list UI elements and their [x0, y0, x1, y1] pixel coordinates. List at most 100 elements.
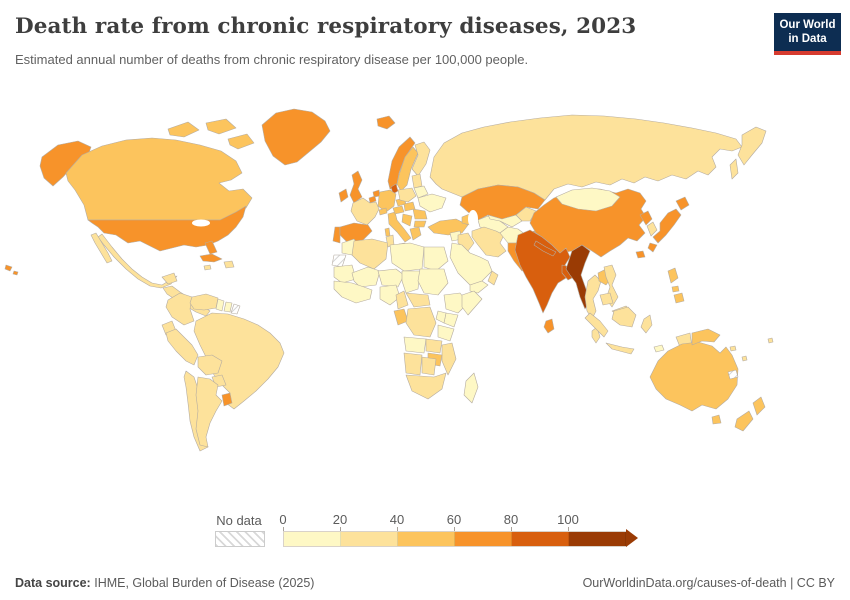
- country-argentina[interactable]: [195, 376, 223, 448]
- country-canada[interactable]: [65, 137, 253, 221]
- country-mexico-yucatan[interactable]: [161, 272, 178, 285]
- country-canada-arctic-3[interactable]: [227, 133, 255, 150]
- country-french-guiana[interactable]: [230, 303, 241, 315]
- country-drc[interactable]: [405, 306, 437, 338]
- country-western-sahara[interactable]: [331, 254, 347, 268]
- country-philippines-mindanao[interactable]: [673, 292, 685, 304]
- owid-logo[interactable]: Our World in Data: [774, 13, 841, 55]
- country-belgium[interactable]: [368, 195, 377, 204]
- country-baltic-states[interactable]: [411, 173, 423, 189]
- country-egypt[interactable]: [423, 246, 449, 272]
- country-france[interactable]: [350, 197, 380, 226]
- country-uganda[interactable]: [435, 310, 447, 324]
- country-north-korea[interactable]: [639, 210, 653, 226]
- country-kenya[interactable]: [443, 312, 459, 328]
- country-balkans[interactable]: [401, 213, 413, 227]
- country-philippines-luzon[interactable]: [667, 267, 679, 284]
- country-greece[interactable]: [409, 226, 422, 241]
- legend-bin-0-20[interactable]: [284, 532, 341, 546]
- country-central-african-republic[interactable]: [405, 292, 431, 308]
- country-united-kingdom[interactable]: [349, 170, 363, 204]
- country-nepal[interactable]: [533, 240, 557, 257]
- country-south-korea[interactable]: [646, 221, 658, 237]
- country-peru[interactable]: [165, 328, 199, 366]
- legend-bin-20-40[interactable]: [341, 532, 398, 546]
- country-united-states[interactable]: [87, 205, 247, 252]
- country-portugal[interactable]: [332, 226, 341, 244]
- country-austria[interactable]: [392, 205, 405, 215]
- country-venezuela[interactable]: [189, 293, 219, 311]
- country-greenland[interactable]: [261, 108, 331, 166]
- country-australia-tasmania[interactable]: [711, 414, 722, 425]
- country-madagascar[interactable]: [463, 372, 479, 404]
- country-hungary-slovakia[interactable]: [403, 201, 416, 212]
- country-solomon-islands[interactable]: [729, 345, 737, 352]
- country-germany[interactable]: [377, 189, 397, 213]
- country-uzbekistan[interactable]: [487, 214, 523, 228]
- legend-bin-100-plus[interactable]: [569, 532, 626, 546]
- country-guyana[interactable]: [215, 298, 225, 312]
- country-chad[interactable]: [401, 270, 421, 294]
- country-iraq[interactable]: [457, 232, 475, 252]
- country-belarus[interactable]: [413, 185, 429, 199]
- country-russia[interactable]: [429, 114, 743, 201]
- country-sweden[interactable]: [396, 146, 419, 192]
- country-us-hawaii-2[interactable]: [12, 270, 19, 276]
- country-fiji[interactable]: [767, 337, 774, 344]
- country-japan-kyushu[interactable]: [647, 242, 658, 253]
- country-thailand[interactable]: [584, 274, 602, 320]
- country-cameroon[interactable]: [395, 290, 409, 310]
- country-jamaica[interactable]: [203, 264, 212, 271]
- country-mali[interactable]: [351, 266, 381, 288]
- country-libya[interactable]: [389, 242, 425, 272]
- country-mozambique[interactable]: [441, 342, 457, 376]
- country-turkey[interactable]: [427, 218, 469, 236]
- country-hispaniola[interactable]: [223, 260, 235, 269]
- country-india[interactable]: [514, 229, 571, 314]
- legend-bin-60-80[interactable]: [455, 532, 512, 546]
- country-somalia[interactable]: [461, 290, 483, 316]
- country-sri-lanka[interactable]: [543, 318, 555, 334]
- country-switzerland[interactable]: [378, 207, 388, 216]
- footer-link[interactable]: OurWorldinData.org/causes-of-death | CC …: [582, 576, 835, 590]
- country-ireland[interactable]: [338, 188, 349, 203]
- country-italy[interactable]: [387, 211, 412, 243]
- country-colombia[interactable]: [165, 292, 195, 326]
- country-angola[interactable]: [403, 336, 427, 354]
- country-namibia[interactable]: [403, 352, 423, 376]
- country-iceland[interactable]: [376, 115, 396, 130]
- country-mongolia[interactable]: [555, 187, 621, 212]
- country-new-zealand-north[interactable]: [752, 396, 766, 416]
- country-canada-arctic-1[interactable]: [167, 121, 200, 138]
- country-indonesia-sumatra[interactable]: [584, 312, 609, 338]
- country-papua-new-guinea[interactable]: [691, 328, 721, 346]
- country-philippines-visayas[interactable]: [671, 285, 680, 293]
- country-botswana[interactable]: [421, 356, 437, 376]
- country-niger[interactable]: [377, 268, 405, 288]
- country-mexico-baja[interactable]: [90, 232, 113, 264]
- country-timor[interactable]: [653, 344, 665, 353]
- country-italy-sardinia[interactable]: [384, 227, 391, 237]
- country-bulgaria[interactable]: [413, 220, 427, 228]
- country-indonesia-sulawesi[interactable]: [640, 314, 653, 334]
- country-tanzania[interactable]: [437, 324, 455, 342]
- country-algeria[interactable]: [351, 238, 389, 270]
- country-australia[interactable]: [649, 341, 739, 412]
- country-west-africa[interactable]: [333, 280, 373, 304]
- country-new-zealand-south[interactable]: [734, 410, 754, 432]
- country-us-florida[interactable]: [204, 240, 218, 255]
- country-spain[interactable]: [339, 222, 373, 244]
- country-russia-sakhalin[interactable]: [729, 158, 739, 180]
- country-romania[interactable]: [412, 208, 428, 220]
- country-sudan[interactable]: [417, 268, 449, 296]
- country-yemen[interactable]: [469, 280, 489, 294]
- country-indonesia-borneo[interactable]: [611, 306, 637, 328]
- country-oman[interactable]: [487, 270, 499, 286]
- country-vanuatu[interactable]: [741, 355, 748, 362]
- country-new-caledonia[interactable]: [727, 369, 739, 380]
- legend-bin-40-60[interactable]: [398, 532, 455, 546]
- country-japan-hokkaido[interactable]: [675, 196, 690, 211]
- country-south-africa[interactable]: [405, 372, 447, 400]
- country-nigeria[interactable]: [379, 284, 401, 306]
- country-poland[interactable]: [397, 187, 417, 203]
